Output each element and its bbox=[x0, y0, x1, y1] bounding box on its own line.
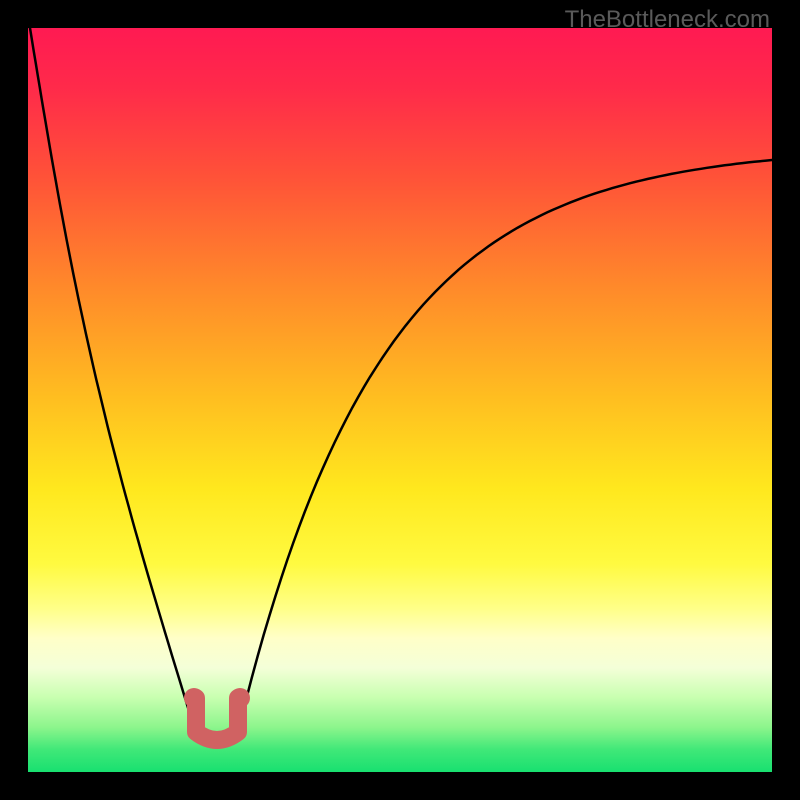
chart-stage: TheBottleneck.com bbox=[0, 0, 800, 800]
valley-dot-left bbox=[184, 688, 204, 708]
plot-area bbox=[28, 28, 772, 772]
valley-dot-right bbox=[230, 688, 250, 708]
watermark-text: TheBottleneck.com bbox=[565, 6, 770, 34]
chart-svg bbox=[0, 0, 800, 800]
